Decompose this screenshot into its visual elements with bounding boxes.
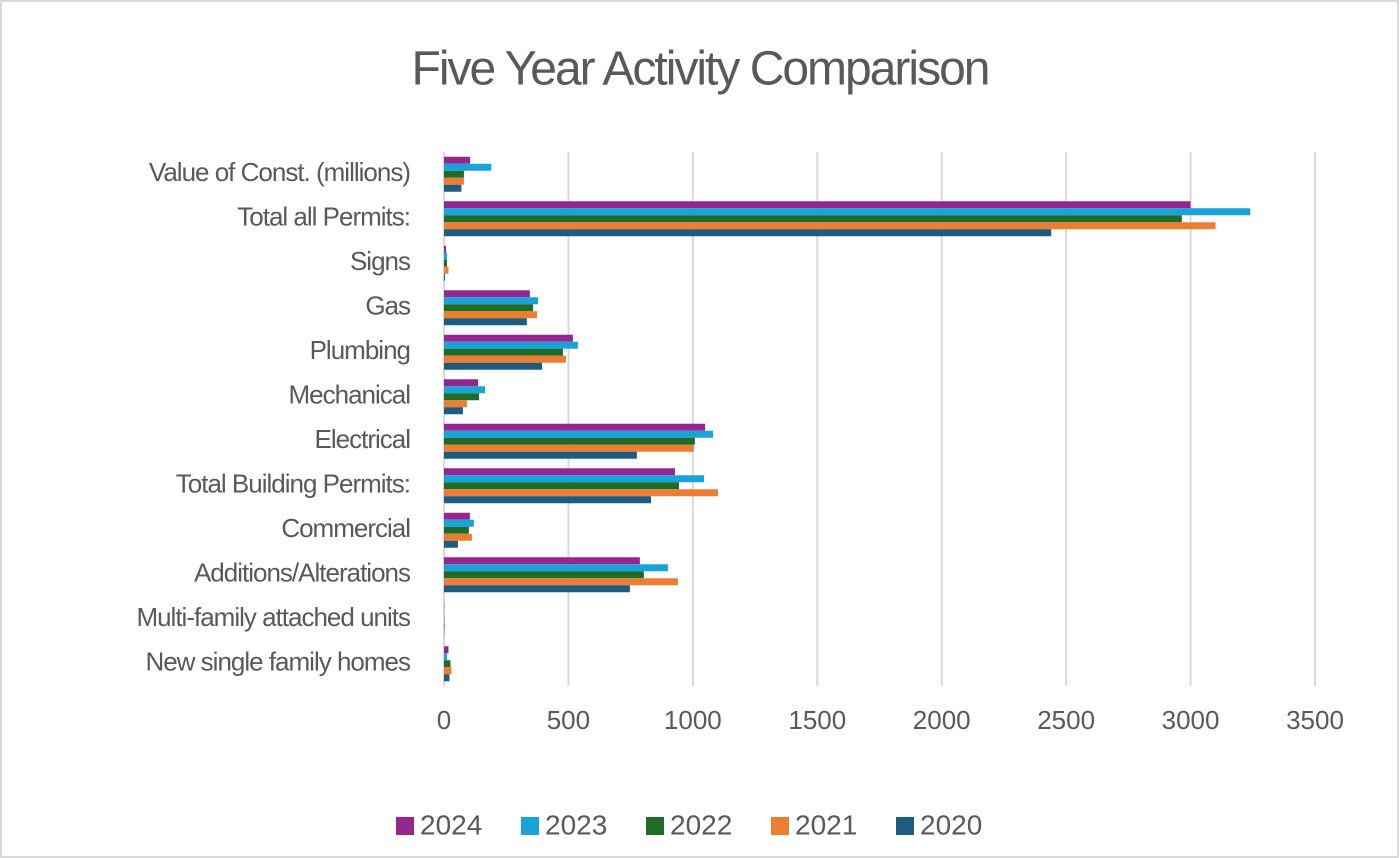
y-tick-label: Signs [350, 246, 411, 276]
bar [444, 222, 1216, 230]
y-tick-label: New single family homes [145, 647, 411, 677]
bar [444, 229, 1052, 237]
x-tick-label: 1500 [788, 705, 846, 735]
bar [444, 170, 464, 178]
bar [444, 489, 718, 497]
legend-label: 2020 [920, 809, 982, 840]
bar [444, 437, 695, 445]
x-tick-label: 1000 [664, 705, 722, 735]
bar [444, 215, 1182, 223]
bar [444, 355, 566, 363]
bar [444, 379, 479, 387]
bar [444, 208, 1251, 216]
bar [444, 557, 640, 565]
bar [444, 660, 451, 668]
y-tick-label: Mechanical [288, 380, 410, 410]
bar [444, 444, 694, 452]
bar [444, 156, 471, 164]
bar [444, 252, 447, 260]
y-tick-label: Electrical [315, 424, 411, 454]
bar [444, 519, 474, 527]
bar [444, 667, 452, 675]
y-tick-label: Value of Const. (millions) [149, 157, 410, 187]
bar [444, 266, 449, 274]
bar [444, 482, 679, 490]
legend-label: 2021 [795, 809, 857, 840]
x-tick-label: 2500 [1037, 705, 1095, 735]
bar [444, 653, 447, 661]
legend-swatch [396, 817, 414, 835]
bar [444, 273, 445, 281]
bar [444, 341, 578, 349]
legend-swatch [771, 817, 789, 835]
bar [444, 674, 450, 682]
bar [444, 646, 449, 654]
bar [444, 318, 527, 326]
bar [444, 259, 447, 267]
y-tick-label: Additions/Alterations [194, 558, 411, 588]
x-tick-label: 3000 [1162, 705, 1220, 735]
bar [444, 177, 464, 185]
bar [444, 512, 470, 520]
bar [444, 540, 458, 548]
legend-label: 2022 [670, 809, 732, 840]
bar [444, 362, 543, 370]
bar [444, 585, 630, 593]
bar [444, 475, 705, 483]
x-tick-label: 3500 [1286, 705, 1344, 735]
bar [444, 423, 706, 431]
y-tick-label: Plumbing [310, 335, 410, 365]
bar [444, 348, 563, 356]
bar [444, 386, 486, 394]
y-tick-label: Total all Permits: [237, 202, 410, 232]
bar [444, 393, 480, 401]
chart-title: Five Year Activity Comparison [412, 43, 989, 96]
bar [444, 334, 573, 342]
bar [444, 496, 652, 504]
legend-swatch [896, 817, 914, 835]
bar [444, 400, 467, 408]
x-tick-label: 500 [547, 705, 590, 735]
bar [444, 163, 492, 171]
bar [444, 407, 463, 415]
bar [444, 526, 469, 534]
legend-label: 2023 [545, 809, 607, 840]
bar [444, 184, 462, 192]
y-tick-label: Total Building Permits: [176, 469, 410, 499]
bar [444, 430, 714, 438]
bar [444, 622, 445, 630]
bar [444, 451, 637, 459]
bar [444, 304, 534, 312]
bar [444, 290, 530, 298]
y-tick-label: Multi-family attached units [136, 602, 411, 632]
x-tick-label: 2000 [913, 705, 971, 735]
x-tick-label: 0 [437, 705, 451, 735]
bar [444, 564, 668, 572]
legend-label: 2024 [420, 809, 482, 840]
bar [444, 578, 678, 586]
y-tick-label: Gas [365, 291, 411, 321]
bar [444, 297, 539, 305]
bar [444, 245, 446, 253]
legend-swatch [646, 817, 664, 835]
legend-swatch [521, 817, 539, 835]
bar [444, 468, 675, 476]
bar [444, 201, 1191, 209]
bar [444, 311, 538, 319]
y-tick-label: Commercial [281, 513, 410, 543]
bar [444, 533, 472, 541]
bar [444, 571, 644, 579]
